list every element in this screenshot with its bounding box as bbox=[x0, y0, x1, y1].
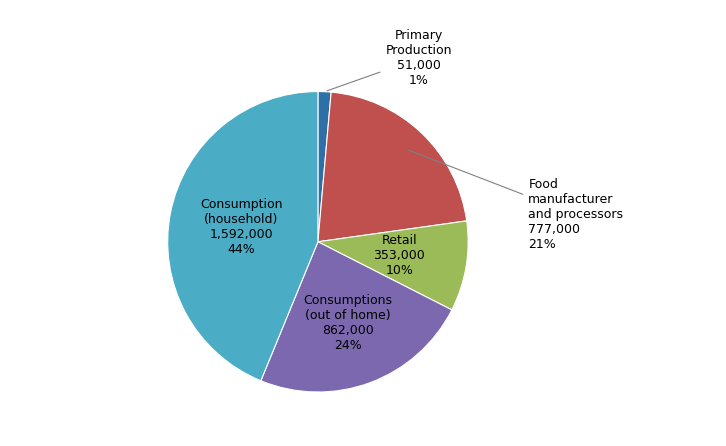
Wedge shape bbox=[318, 92, 467, 242]
Wedge shape bbox=[168, 91, 318, 381]
Text: Consumption
(household)
1,592,000
44%: Consumption (household) 1,592,000 44% bbox=[200, 198, 282, 256]
Wedge shape bbox=[318, 221, 468, 310]
Text: Primary
Production
51,000
1%: Primary Production 51,000 1% bbox=[327, 29, 452, 91]
Wedge shape bbox=[318, 91, 331, 242]
Wedge shape bbox=[261, 242, 452, 392]
Text: Consumptions
(out of home)
862,000
24%: Consumptions (out of home) 862,000 24% bbox=[303, 294, 393, 352]
Text: Food
manufacturer
and processors
777,000
21%: Food manufacturer and processors 777,000… bbox=[409, 150, 623, 251]
Text: Retail
353,000
10%: Retail 353,000 10% bbox=[374, 234, 425, 277]
